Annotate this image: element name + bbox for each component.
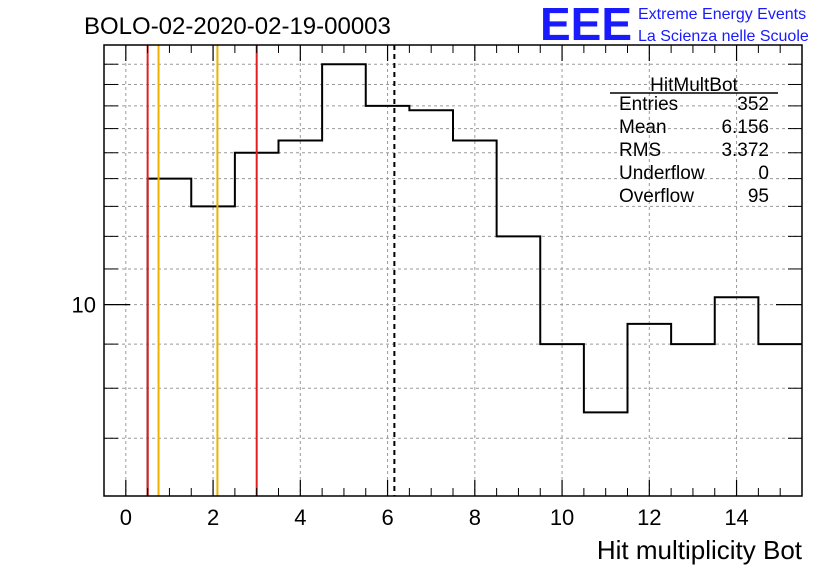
x-tick-label: 2	[207, 505, 219, 530]
histogram-bars	[146, 63, 802, 496]
stats-row-value: 3.372	[721, 140, 769, 161]
stats-row-value: 352	[737, 94, 769, 115]
stats-row-label: Underflow	[619, 163, 705, 184]
stats-row-value: 95	[748, 186, 769, 207]
x-tick-label: 4	[294, 505, 306, 530]
histogram-outline	[146, 63, 802, 496]
stats-row-value: 6.156	[721, 117, 769, 138]
x-tick-label: 10	[550, 505, 574, 530]
x-tick-label: 8	[469, 505, 481, 530]
x-axis-label: Hit multiplicity Bot	[597, 535, 803, 565]
stats-row-label: Overflow	[619, 186, 694, 207]
stats-title: HitMultBot	[650, 75, 738, 96]
marker-lines	[146, 45, 396, 496]
x-tick-label: 0	[120, 505, 132, 530]
stats-row-label: Entries	[619, 94, 678, 115]
eee-logo: EEE Extreme Energy Events La Scienza nel…	[540, 0, 809, 50]
x-tick-label: 12	[637, 505, 661, 530]
stats-row-label: Mean	[619, 117, 667, 138]
axis-ticks: 0 2 4 6 8 10 12 14 10	[72, 44, 803, 530]
logo-letters: EEE	[540, 0, 632, 50]
x-tick-label: 6	[381, 505, 393, 530]
stats-row-label: RMS	[619, 140, 661, 161]
logo-line-1: Extreme Energy Events	[638, 6, 806, 23]
logo-line-2: La Scienza nelle Scuole	[638, 28, 809, 45]
stats-row-value: 0	[758, 163, 769, 184]
chart-title: BOLO-02-2020-02-19-00003	[84, 13, 391, 40]
y-tick-label: 10	[72, 293, 96, 318]
stats-box: HitMultBot Entries 352 Mean 6.156 RMS 3.372 Un…	[610, 75, 778, 207]
x-tick-label: 14	[724, 505, 748, 530]
